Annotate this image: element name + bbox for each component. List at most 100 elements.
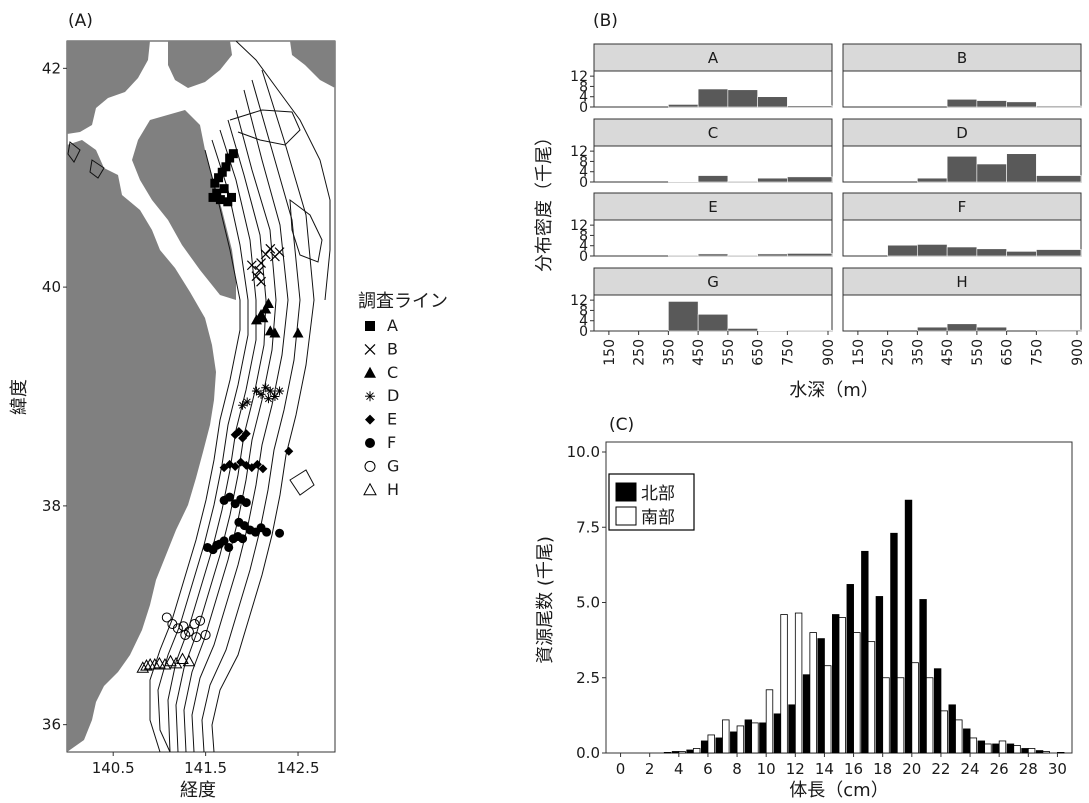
bar-south — [663, 751, 672, 754]
legend-label-e: E — [387, 410, 397, 429]
map-y-tick-label: 40 — [42, 278, 61, 296]
bar-north — [832, 614, 840, 754]
marker-circle-open — [195, 615, 206, 626]
survey-point-f — [238, 534, 248, 544]
panel-b-label: (B) — [593, 11, 618, 31]
survey-point-e — [258, 464, 268, 474]
survey-point-g — [189, 619, 200, 630]
bar-south — [1042, 751, 1050, 754]
marker-square — [215, 195, 225, 205]
facet-b: B — [842, 43, 1082, 108]
length-y-tick-label: 10.0 — [567, 443, 600, 461]
bar-south — [853, 632, 861, 754]
legend-swatch-north — [615, 482, 637, 502]
survey-point-g — [191, 632, 202, 643]
bar-north — [788, 704, 796, 754]
bar-south — [707, 734, 715, 754]
map-y-tick-label: 36 — [42, 716, 61, 734]
survey-point-g — [180, 629, 191, 640]
survey-point-e — [252, 459, 262, 469]
marker-circle — [212, 540, 222, 550]
facet-plot-area — [593, 219, 833, 257]
facet-strip-label: F — [958, 198, 967, 216]
bar-north — [730, 731, 738, 754]
marker-diamond — [252, 459, 262, 469]
marker-cross-stroke — [260, 249, 271, 260]
depth-bar — [668, 301, 699, 332]
map-y-tick-label: 38 — [42, 497, 61, 515]
marker-triangle — [292, 327, 304, 338]
survey-point-b — [265, 243, 276, 254]
length-x-tick-label: 30 — [1048, 760, 1067, 778]
depth-x-tick-label: 550 — [970, 339, 986, 366]
facet-y-tick-label: 8 — [579, 79, 588, 95]
depth-bar — [727, 254, 758, 257]
marker-triangle — [260, 303, 272, 314]
depth-bar — [1006, 251, 1037, 257]
bar-south — [969, 737, 978, 754]
bar-south — [809, 632, 817, 754]
legend-key-b — [364, 343, 376, 355]
survey-point-a — [226, 192, 236, 202]
legend-key-f — [365, 438, 375, 448]
depth-bar — [917, 177, 948, 183]
bar-south — [794, 612, 803, 754]
marker-diamond — [234, 427, 244, 437]
legend-label-g: G — [387, 456, 399, 475]
bar-north — [992, 743, 1000, 754]
survey-point-a — [221, 162, 231, 172]
map-xlabel: 経度 — [180, 780, 216, 801]
bar-north — [744, 719, 753, 754]
survey-point-a — [217, 167, 227, 177]
survey-point-d — [265, 386, 275, 396]
depth-x-ticks: 150 250 350 450 550 650 750 900 150 250 350 450 550 6… — [602, 331, 1086, 366]
map-x-ticks: 140.5 141.5 142.5 — [92, 752, 320, 777]
survey-point-h — [148, 657, 162, 670]
depth-bar — [697, 253, 729, 257]
facet-h: H — [842, 267, 1082, 332]
depth-x-tick-label: 250 — [881, 339, 897, 366]
legend-swatch-south — [615, 506, 637, 526]
depth-bar — [946, 246, 978, 257]
legend-key-h — [363, 482, 377, 496]
map-x-tick-label: 140.5 — [92, 759, 135, 777]
length-y-tick-label: 7.5 — [576, 518, 600, 536]
bar-north — [715, 737, 723, 754]
map-x-tick-label: 142.5 — [277, 759, 320, 777]
bar-north — [686, 749, 694, 754]
map-land-east — [290, 41, 335, 88]
panel-a-label: (A) — [68, 11, 93, 31]
depth-bar — [917, 326, 948, 332]
survey-point-d — [242, 397, 252, 407]
map-ylabel: 緯度 — [9, 379, 30, 415]
bar-south — [882, 677, 890, 754]
marker-triangle-open — [363, 482, 377, 496]
survey-point-f — [241, 498, 251, 508]
survey-point-e — [230, 462, 240, 472]
bar-south — [1013, 745, 1021, 754]
facet-strip — [842, 118, 1082, 147]
bar-north — [904, 499, 913, 754]
marker-circle-open — [191, 632, 202, 643]
depth-bar — [668, 181, 699, 183]
length-x-tick-label: 8 — [732, 760, 742, 778]
facet-strip-label: G — [707, 273, 719, 291]
depth-x-tick-label: 250 — [632, 339, 648, 366]
bar-north — [671, 751, 680, 754]
map-legend-title: 調査ライン — [358, 291, 448, 312]
legend-label-south: 南部 — [641, 508, 675, 528]
legend-label-c: C — [387, 363, 398, 382]
survey-point-c — [269, 327, 281, 338]
marker-circle-open — [180, 629, 191, 640]
survey-point-d — [261, 383, 271, 393]
facet-y-tick-label: 12 — [570, 69, 588, 85]
length-x-tick-label: 24 — [961, 760, 980, 778]
marker-triangle-open — [169, 656, 183, 669]
depth-bar — [1006, 101, 1037, 108]
survey-point-g — [200, 629, 211, 640]
depth-bar — [1006, 153, 1037, 183]
